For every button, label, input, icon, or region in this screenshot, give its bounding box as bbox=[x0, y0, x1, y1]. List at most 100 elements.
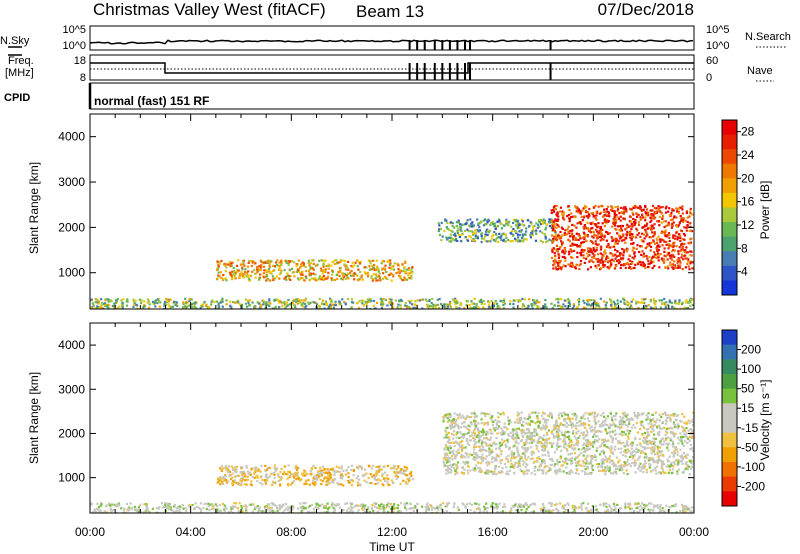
heatmap-cell bbox=[241, 466, 244, 469]
heatmap-cell bbox=[227, 480, 230, 483]
heatmap-cell bbox=[557, 436, 560, 439]
heatmap-cell bbox=[501, 467, 504, 470]
heatmap-cell bbox=[474, 427, 477, 430]
heatmap-cell bbox=[596, 226, 599, 229]
heatmap-cell bbox=[414, 300, 417, 303]
heatmap-cell bbox=[687, 307, 690, 309]
heatmap-cell bbox=[491, 461, 494, 464]
heatmap-cell bbox=[652, 429, 655, 432]
heatmap-cell bbox=[624, 206, 627, 209]
heatmap-cell bbox=[325, 265, 328, 268]
heatmap-cell bbox=[639, 444, 642, 447]
heatmap-cell bbox=[258, 302, 261, 305]
heatmap-cell bbox=[480, 232, 484, 235]
heatmap-cell bbox=[675, 426, 678, 429]
heatmap-cell bbox=[587, 216, 590, 219]
heatmap-cell bbox=[455, 299, 458, 302]
heatmap-cell bbox=[668, 239, 671, 243]
heatmap-cell bbox=[259, 266, 262, 269]
heatmap-cell bbox=[494, 222, 497, 225]
heatmap-cell bbox=[395, 473, 398, 476]
heatmap-cell bbox=[280, 259, 283, 262]
heatmap-cell bbox=[616, 232, 619, 235]
heatmap-cell bbox=[296, 298, 299, 301]
heatmap-cell bbox=[492, 233, 495, 236]
heatmap-cell bbox=[674, 299, 677, 302]
heatmap-cell bbox=[628, 462, 631, 465]
heatmap-cell bbox=[272, 278, 275, 282]
heatmap-cell bbox=[443, 447, 446, 450]
heatmap-cell bbox=[636, 414, 639, 418]
heatmap-cell bbox=[331, 273, 334, 276]
heatmap-cell bbox=[685, 226, 688, 229]
heatmap-cell bbox=[583, 442, 586, 445]
heatmap-cell bbox=[600, 463, 603, 466]
heatmap-cell bbox=[520, 416, 523, 419]
heatmap-cell bbox=[90, 306, 93, 309]
heatmap-cell bbox=[683, 421, 686, 424]
heatmap-cell bbox=[524, 417, 527, 421]
heatmap-cell bbox=[652, 437, 655, 440]
heatmap-cell bbox=[238, 274, 241, 277]
heatmap-cell bbox=[652, 298, 655, 301]
heatmap-cell bbox=[429, 304, 432, 308]
heatmap-cell bbox=[358, 307, 361, 309]
heatmap-cell bbox=[250, 260, 253, 263]
heatmap-cell bbox=[350, 269, 353, 273]
heatmap-cell bbox=[666, 234, 669, 237]
heatmap-cell bbox=[272, 481, 275, 484]
heatmap-cell bbox=[444, 443, 447, 446]
heatmap-cell bbox=[445, 426, 448, 429]
heatmap-cell bbox=[546, 470, 549, 473]
heatmap-cell bbox=[585, 441, 588, 444]
heatmap-cell bbox=[553, 451, 556, 454]
heatmap-cell bbox=[566, 435, 569, 439]
heatmap-cell bbox=[622, 264, 625, 267]
heatmap-cell bbox=[639, 423, 643, 426]
heatmap-cell bbox=[498, 441, 501, 444]
heatmap-cell bbox=[449, 414, 452, 417]
heatmap-cell bbox=[656, 465, 659, 468]
heatmap-cell bbox=[657, 431, 660, 434]
heatmap-cell bbox=[662, 239, 665, 242]
heatmap-cell bbox=[379, 468, 382, 472]
heatmap-cell bbox=[582, 447, 585, 450]
heatmap-cell bbox=[689, 428, 692, 431]
heatmap-cell bbox=[601, 422, 604, 425]
heatmap-cell bbox=[582, 254, 585, 257]
heatmap-cell bbox=[554, 233, 557, 236]
heatmap-cell bbox=[570, 462, 573, 465]
heatmap-cell bbox=[247, 270, 250, 273]
heatmap-cell bbox=[237, 259, 240, 262]
heatmap-cell bbox=[681, 462, 684, 465]
noise-panel: N.Sky 10^5 10^0 10^5 10^0 N.Search bbox=[0, 24, 791, 52]
heatmap-cell bbox=[626, 440, 629, 443]
heatmap-cell bbox=[239, 274, 242, 277]
heatmap-cell bbox=[516, 225, 520, 229]
heatmap-cell bbox=[556, 432, 559, 435]
heatmap-cell bbox=[343, 260, 346, 263]
heatmap-cell bbox=[375, 259, 378, 262]
heatmap-cell bbox=[512, 433, 515, 436]
heatmap-cell bbox=[493, 457, 496, 460]
heatmap-cell bbox=[114, 301, 117, 304]
heatmap-cell bbox=[113, 302, 116, 305]
heatmap-cell bbox=[618, 420, 621, 423]
heatmap-cell bbox=[473, 443, 476, 446]
heatmap-cell bbox=[676, 236, 679, 239]
heatmap-cell bbox=[248, 304, 251, 307]
heatmap-cell bbox=[537, 412, 540, 415]
heatmap-cell bbox=[591, 468, 594, 472]
heatmap-cell bbox=[384, 264, 387, 267]
heatmap-cell bbox=[133, 302, 136, 305]
heatmap-cell bbox=[608, 215, 611, 218]
heatmap-cell bbox=[537, 450, 540, 453]
heatmap-cell bbox=[632, 298, 635, 301]
heatmap-cell bbox=[618, 467, 621, 470]
heatmap-cell bbox=[104, 299, 107, 302]
heatmap-cell bbox=[653, 420, 656, 423]
heatmap-cell bbox=[621, 421, 624, 425]
heatmap-cell bbox=[469, 439, 472, 442]
heatmap-cell bbox=[588, 260, 591, 263]
heatmap-cell bbox=[689, 297, 692, 300]
